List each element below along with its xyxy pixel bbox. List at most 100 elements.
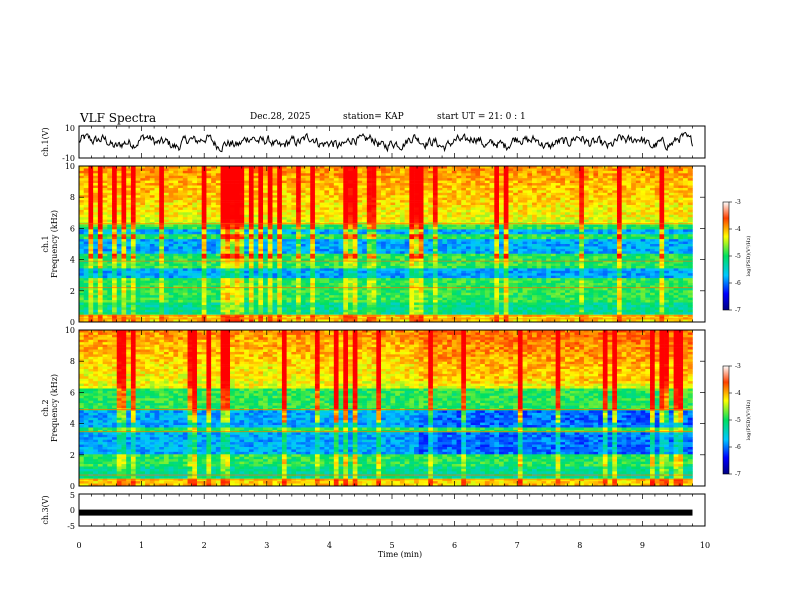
spectrogram-cell — [140, 210, 145, 213]
spectrogram-cell — [131, 207, 136, 210]
spectrogram-cell — [541, 186, 546, 189]
spectrogram-cell — [442, 200, 447, 203]
spectrogram-cell — [329, 171, 334, 174]
spectrogram-cell — [348, 183, 353, 186]
spectrogram-cell — [150, 186, 155, 189]
spectrogram-cell — [645, 181, 650, 184]
spectrogram-cell — [575, 254, 580, 257]
spectrogram-cell — [636, 217, 641, 220]
spectrogram-cell — [471, 212, 476, 215]
spectrogram-cell — [254, 173, 259, 176]
spectrogram-cell — [183, 178, 188, 181]
spectrogram-cell — [390, 239, 395, 242]
spectrogram-cell — [570, 171, 575, 174]
spectrogram-cell — [490, 225, 495, 228]
spectrogram-cell — [197, 195, 202, 198]
spectrogram-cell — [88, 254, 93, 257]
spectrogram-cell — [183, 220, 188, 223]
spectrogram-cell — [216, 181, 221, 184]
spectrogram-cell — [263, 198, 268, 201]
spectrogram-cell — [589, 181, 594, 184]
spectrogram-cell — [249, 186, 254, 189]
spectrogram-cell — [551, 232, 556, 235]
spectrogram-cell — [117, 242, 122, 245]
spectrogram-cell — [268, 232, 273, 235]
spectrogram-cell — [664, 171, 669, 174]
spectrogram-cell — [508, 254, 513, 257]
spectrogram-cell — [206, 220, 211, 223]
spectrogram-cell — [93, 239, 98, 242]
spectrogram-cell — [508, 203, 513, 206]
spectrogram-cell — [258, 244, 263, 247]
spectrogram-cell — [480, 249, 485, 252]
spectrogram-cell — [254, 210, 259, 213]
spectrogram-cell — [221, 188, 226, 191]
spectrogram-cell — [631, 183, 636, 186]
spectrogram-cell — [183, 227, 188, 230]
spectrogram-cell — [659, 207, 664, 210]
spectrogram-cell — [556, 173, 561, 176]
spectrogram-cell — [655, 220, 660, 223]
spectrogram-cell — [98, 244, 103, 247]
spectrogram-cell — [140, 256, 145, 259]
spectrogram-cell — [320, 193, 325, 196]
spectrogram-cell — [93, 225, 98, 228]
spectrogram-cell — [287, 183, 292, 186]
spectrogram-cell — [423, 256, 428, 259]
spectrogram-cell — [641, 254, 646, 257]
spectrogram-cell — [664, 215, 669, 218]
spectrogram-cell — [131, 212, 136, 215]
spectrogram-cell — [423, 237, 428, 240]
spectrogram-cell — [579, 232, 584, 235]
spectrogram-cell — [622, 237, 627, 240]
spectrogram-cell — [98, 220, 103, 223]
spectrogram-cell — [306, 220, 311, 223]
spectrogram-cell — [287, 217, 292, 220]
spectrogram-cell — [159, 173, 164, 176]
spectrogram-cell — [287, 234, 292, 237]
spectrogram-cell — [164, 178, 169, 181]
spectrogram-cell — [480, 178, 485, 181]
spectrogram-cell — [376, 181, 381, 184]
spectrogram-cell — [117, 205, 122, 208]
spectrogram-cell — [608, 190, 613, 193]
spectrogram-cell — [546, 242, 551, 245]
spectrogram-cell — [112, 217, 117, 220]
spectrogram-cell — [626, 212, 631, 215]
spectrogram-cell — [494, 220, 499, 223]
spectrogram-cell — [674, 193, 679, 196]
spectrogram-cell — [608, 186, 613, 189]
spectrogram-cell — [584, 168, 589, 171]
spectrogram-cell — [471, 210, 476, 213]
spectrogram-cell — [598, 234, 603, 237]
spectrogram-cell — [268, 200, 273, 203]
spectrogram-cell — [131, 173, 136, 176]
spectrogram-cell — [395, 229, 400, 232]
spectrogram-cell — [612, 181, 617, 184]
spectrogram-cell — [405, 249, 410, 252]
spectrogram-cell — [372, 244, 377, 247]
spectrogram-cell — [537, 215, 542, 218]
spectrogram-cell — [490, 207, 495, 210]
spectrogram-cell — [98, 171, 103, 174]
spectrogram-cell — [202, 186, 207, 189]
spectrogram-cell — [296, 246, 301, 249]
spectrogram-cell — [173, 168, 178, 171]
spectrogram-cell — [452, 198, 457, 201]
spectrogram-cell — [268, 190, 273, 193]
spectrogram-cell — [372, 237, 377, 240]
spectrogram-cell — [499, 181, 504, 184]
spectrogram-cell — [636, 190, 641, 193]
spectrogram-cell — [461, 232, 466, 235]
spectrogram-cell — [480, 232, 485, 235]
spectrogram-cell — [249, 188, 254, 191]
spectrogram-cell — [140, 171, 145, 174]
spectrogram-cell — [301, 249, 306, 252]
spectrogram-cell — [480, 237, 485, 240]
spectrogram-cell — [659, 200, 664, 203]
spectrogram-cell — [664, 186, 669, 189]
spectrogram-cell — [381, 207, 386, 210]
spectrogram-cell — [471, 205, 476, 208]
spectrogram-cell — [357, 215, 362, 218]
spectrogram-cell — [485, 195, 490, 198]
